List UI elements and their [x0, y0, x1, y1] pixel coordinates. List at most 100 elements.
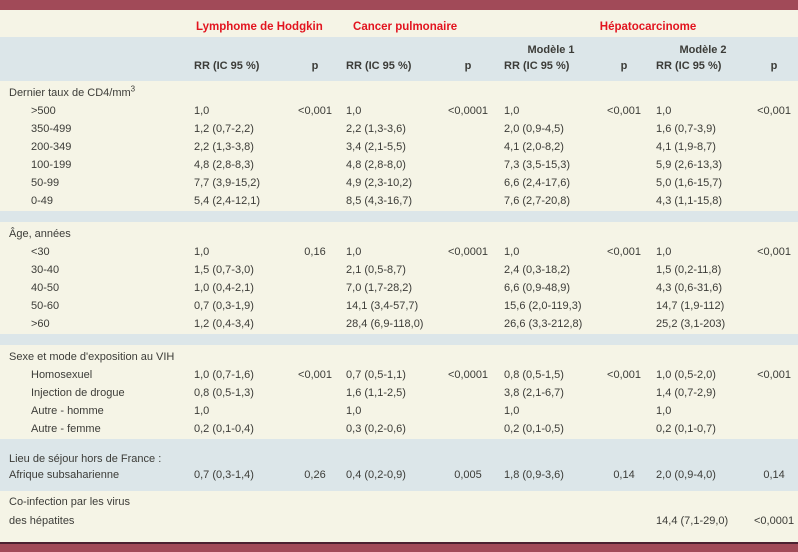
table-row: Autre - femme 0,2 (0,1-0,4) 0,3 (0,2-0,6) 0… — [0, 421, 798, 439]
p-value-cell — [598, 316, 650, 334]
rr-value-cell: 25,2 (3,1-203) — [656, 318, 726, 330]
table-head: Lymphome de Hodgkin Cancer pulmonaire Hé… — [0, 10, 798, 81]
rr-value-cell: 1,6 (0,7-3,9) — [656, 123, 716, 135]
p-value-cell — [750, 298, 798, 316]
rr-value-cell: 1,0 — [656, 246, 672, 258]
row-label-cell: <30 — [0, 244, 188, 262]
p-value-cell: <0,0001 — [447, 105, 489, 117]
separator-row — [0, 211, 798, 222]
p-value-cell: 0,005 — [454, 469, 482, 481]
rr-value-cell: 1,8 (0,9-3,6) — [504, 469, 564, 481]
rr-value-cell: 5,9 (2,6-13,3) — [656, 159, 723, 171]
row-label-text: <30 — [31, 246, 50, 258]
rr-value-cell: 0,2 (0,1-0,5) — [504, 423, 564, 435]
rr-value-cell: 0,7 (0,3-1,4) — [194, 469, 254, 481]
rr-header-label: RR (IC 95 %) — [656, 60, 722, 72]
p-value-cell — [438, 262, 498, 280]
rr-value-cell: 2,4 (0,3-18,2) — [504, 264, 571, 276]
row-label-cell: Afrique subsaharienne — [0, 469, 188, 491]
table-row: 40-50 1,0 (0,4-2,1) 7,0 (1,7-28,2) 6,6 (0,9… — [0, 280, 798, 298]
rr-value-cell: 4,1 (1,9-8,7) — [656, 141, 716, 153]
rr-value-cell: 7,3 (3,5-15,3) — [504, 159, 571, 171]
table-row: 200-349 2,2 (1,3-3,8) 3,4 (2,1-5,5) 4,1 (2,… — [0, 139, 798, 157]
group-header-row: Lymphome de Hodgkin Cancer pulmonaire Hé… — [0, 10, 798, 37]
p-value-cell: <0,0001 — [447, 246, 489, 258]
rr-value-cell — [188, 512, 290, 531]
separator-cell — [0, 334, 798, 345]
p-value-cell: <0,001 — [607, 246, 641, 258]
rr-value-cell: 2,1 (0,5-8,7) — [346, 264, 406, 276]
rr-value-cell: 3,8 (2,1-6,7) — [504, 387, 564, 399]
col-header-rr-modele2: Modèle 2 RR (IC 95 %) — [650, 37, 750, 81]
rr-value-cell: 1,0 — [194, 246, 210, 258]
rr-value-cell: 0,2 (0,1-0,4) — [194, 423, 254, 435]
rr-value-cell: 1,0 — [346, 246, 362, 258]
p-value-cell: <0,001 — [298, 369, 332, 381]
row-label-text: 200-349 — [31, 141, 72, 153]
row-label-text: Co-infection par les virus — [9, 496, 131, 508]
p-value-cell — [598, 193, 650, 211]
rr-value-cell: 1,5 (0,2-11,8) — [656, 264, 722, 276]
table-row: 0-49 5,4 (2,4-12,1) 8,5 (4,3-16,7) 7,6 (2,7… — [0, 193, 798, 211]
row-label-text: Âge, années — [9, 228, 71, 240]
row-label-cell: 100-199 — [0, 157, 188, 175]
rr-value-cell: 1,0 (0,5-2,0) — [656, 369, 716, 381]
row-label-text: Autre - femme — [31, 423, 101, 435]
rr-value-cell: 5,4 (2,4-12,1) — [194, 195, 261, 207]
row-label-text: Sexe et mode d'exposition au VIH — [9, 351, 175, 363]
table-row: des hépatites 14,4 (7,1-29,0) <0,0001 — [0, 512, 798, 531]
p-value-cell — [438, 121, 498, 139]
section-coinfection: Co-infection par les virus des hépatites 1… — [0, 491, 798, 531]
p-value-cell — [290, 175, 340, 193]
rr-value-cell: 1,2 (0,4-3,4) — [194, 318, 254, 330]
table-row: 50-60 0,7 (0,3-1,9) 14,1 (3,4-57,7) 15,6 (2… — [0, 298, 798, 316]
p-value-cell — [750, 121, 798, 139]
section-separator — [0, 211, 798, 222]
table-row: 350-499 1,2 (0,7-2,2) 2,2 (1,3-3,6) 2,0 (0,… — [0, 121, 798, 139]
rr-value-cell: 2,2 (1,3-3,8) — [194, 141, 254, 153]
group-title-hepatocarcinome: Hépatocarcinome — [599, 21, 697, 33]
section-header-row: Co-infection par les virus — [0, 491, 798, 512]
p-value-cell: <0,001 — [757, 369, 792, 381]
rr-value-cell: 1,0 — [346, 405, 362, 417]
p-value-cell — [598, 121, 650, 139]
rr-value-cell: 0,7 (0,3-1,9) — [194, 300, 254, 312]
rr-value-cell: 4,9 (2,3-10,2) — [346, 177, 413, 189]
col-header-rr-hodgkin: RR (IC 95 %) — [188, 37, 290, 81]
row-label-cell: 350-499 — [0, 121, 188, 139]
rr-value-cell: 4,3 (0,6-31,6) — [656, 282, 723, 294]
p-value-cell — [750, 280, 798, 298]
row-label-cell: Autre - homme — [0, 403, 188, 421]
rr-value-cell: 2,0 (0,9-4,5) — [504, 123, 564, 135]
rr-value-cell: 5,0 (1,6-15,7) — [656, 177, 723, 189]
row-label-cell: Co-infection par les virus — [0, 491, 798, 512]
rr-value-cell: 1,0 — [656, 105, 672, 117]
p-value-cell: <0,0001 — [754, 515, 795, 527]
col-header-p-pulmonaire: p — [438, 37, 498, 81]
table-row: Autre - homme 1,0 1,0 1,0 1,0 — [0, 403, 798, 421]
row-label-text: 0-49 — [31, 195, 54, 207]
row-label-cell: Autre - femme — [0, 421, 188, 439]
row-label-text: 30-40 — [31, 264, 60, 276]
p-value-cell — [598, 262, 650, 280]
row-label-text: Autre - homme — [31, 405, 104, 417]
section-sexe: Sexe et mode d'exposition au VIH Homosexu… — [0, 345, 798, 439]
rr-value-cell: 8,5 (4,3-16,7) — [346, 195, 413, 207]
rr-value-cell: 1,4 (0,7-2,9) — [656, 387, 716, 399]
row-label-text: des hépatites — [9, 515, 75, 527]
p-value-cell — [290, 385, 340, 403]
row-label-cell: >500 — [0, 103, 188, 121]
group-title-hodgkin: Lymphome de Hodgkin — [196, 21, 323, 33]
rr-header-label: RR (IC 95 %) — [194, 60, 260, 72]
rr-value-cell: 14,7 (1,9-112) — [656, 300, 725, 312]
p-value-cell — [438, 385, 498, 403]
group-title-pulmonaire: Cancer pulmonaire — [353, 21, 458, 33]
rr-value-cell: 1,0 — [504, 105, 520, 117]
p-value-cell — [438, 403, 498, 421]
rr-value-cell: 2,0 (0,9-4,0) — [656, 469, 716, 481]
modele1-label: Modèle 1 — [527, 44, 575, 56]
bottom-border-bar — [0, 542, 798, 552]
row-label-text: Lieu de séjour hors de France : — [9, 453, 162, 465]
p-value-cell — [290, 121, 340, 139]
